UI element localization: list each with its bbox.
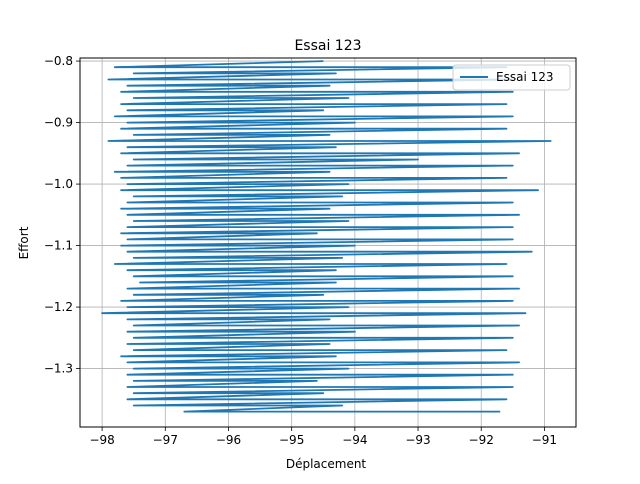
series-line	[101, 60, 552, 413]
y-tick-label: −1.2	[44, 300, 73, 314]
y-tick-label: −1.0	[44, 177, 73, 191]
x-tick-label: −97	[153, 433, 178, 447]
plot-frame	[79, 57, 577, 428]
x-tick-label: −91	[532, 433, 557, 447]
x-tick-label: −93	[405, 433, 430, 447]
legend: Essai 123	[452, 64, 571, 91]
x-tick-label: −94	[342, 433, 367, 447]
x-tick-label: −95	[279, 433, 304, 447]
y-tick-label: −1.3	[44, 362, 73, 376]
y-axis-label: Effort	[17, 226, 31, 259]
legend-box	[452, 64, 571, 91]
y-tick-label: −0.9	[44, 116, 73, 130]
axis-ticks: −98 −97 −96 −95 −94 −93 −92 −91 −0.8 −0.9 −1.0 −1.1…	[44, 54, 557, 447]
x-axis-label: Déplacement	[286, 457, 367, 471]
y-tick-label: −0.8	[44, 54, 73, 68]
x-tick-label: −92	[469, 433, 494, 447]
legend-label: Essai 123	[496, 70, 554, 84]
x-tick-label: −96	[216, 433, 241, 447]
y-tick-label: −1.1	[44, 239, 73, 253]
chart-title: Essai 123	[294, 38, 361, 54]
series-layer	[101, 60, 552, 413]
x-tick-label: −98	[89, 433, 114, 447]
